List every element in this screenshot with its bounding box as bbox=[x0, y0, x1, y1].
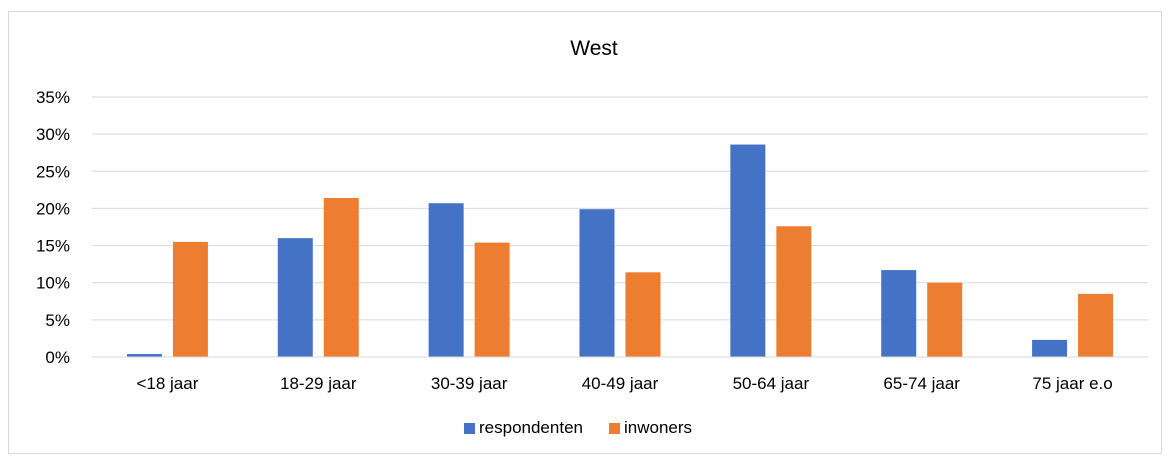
x-category-label: <18 jaar bbox=[136, 374, 198, 393]
bar-inwoners bbox=[625, 272, 661, 357]
bar-inwoners bbox=[474, 242, 510, 357]
x-category-label: 18-29 jaar bbox=[280, 374, 357, 393]
y-tick-label: 10% bbox=[36, 274, 70, 293]
bar-inwoners bbox=[1078, 293, 1114, 357]
legend-swatch-inwoners bbox=[608, 423, 620, 434]
y-tick-label: 15% bbox=[36, 237, 70, 256]
y-axis-ticks: 0% 5% 10% 15% 20% 25% 30% 35% bbox=[36, 88, 70, 367]
bars bbox=[126, 144, 1114, 357]
bar-inwoners bbox=[776, 226, 812, 357]
y-tick-label: 30% bbox=[36, 125, 70, 144]
legend-label-inwoners: inwoners bbox=[624, 418, 692, 437]
legend: respondenten inwoners bbox=[464, 418, 692, 437]
y-tick-label: 20% bbox=[36, 199, 70, 218]
bar-respondenten bbox=[730, 144, 766, 357]
bar-inwoners bbox=[927, 282, 963, 357]
legend-label-respondenten: respondenten bbox=[479, 418, 583, 437]
bar-inwoners bbox=[323, 198, 359, 357]
x-category-label: 50-64 jaar bbox=[733, 374, 810, 393]
bar-respondenten bbox=[579, 209, 615, 357]
x-category-label: 75 jaar e.o bbox=[1032, 374, 1112, 393]
x-category-label: 30-39 jaar bbox=[431, 374, 508, 393]
legend-swatch-respondenten bbox=[464, 423, 475, 434]
y-tick-label: 0% bbox=[45, 348, 70, 367]
bar-respondenten bbox=[428, 203, 464, 357]
bar-respondenten bbox=[277, 238, 313, 357]
gridlines bbox=[92, 96, 1148, 321]
bar-respondenten bbox=[1032, 339, 1068, 357]
y-tick-label: 25% bbox=[36, 162, 70, 181]
bar-respondenten bbox=[126, 354, 162, 357]
x-category-label: 65-74 jaar bbox=[883, 374, 960, 393]
x-axis-categories: <18 jaar 18-29 jaar 30-39 jaar 40-49 jaar 50… bbox=[136, 374, 1112, 393]
y-tick-label: 5% bbox=[45, 311, 70, 330]
bar-respondenten bbox=[881, 270, 917, 357]
bar-inwoners bbox=[172, 241, 208, 357]
chart-title: West bbox=[570, 37, 618, 60]
x-category-label: 40-49 jaar bbox=[582, 374, 659, 393]
y-tick-label: 35% bbox=[36, 88, 70, 107]
